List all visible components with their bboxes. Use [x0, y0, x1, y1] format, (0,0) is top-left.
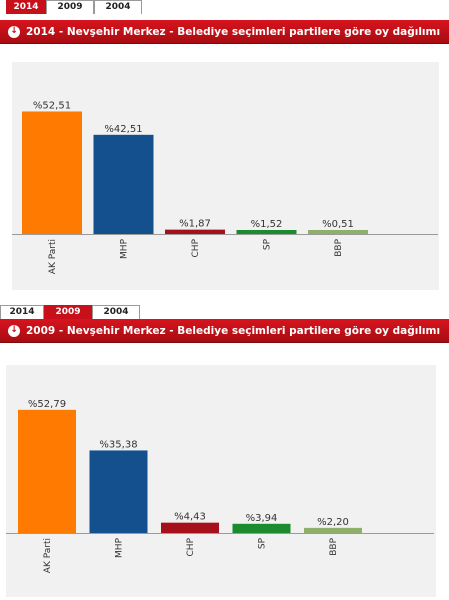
tab-2004[interactable]: 2004	[92, 305, 140, 319]
chart-area: %52,51 AK Parti %42,51 MHP %1,87 CHP %1,52 SP %0…	[12, 62, 439, 290]
chart-panel-2009: 2014 2009 2004 ↓ 2009 - Nevşehir Merkez …	[0, 305, 449, 600]
chart-title: 2014 - Nevşehir Merkez - Belediye seçiml…	[26, 25, 441, 38]
x-tick-label: SP	[263, 238, 273, 250]
x-tick-label: BBP	[334, 238, 344, 256]
x-tick-label: MHP	[115, 537, 125, 558]
tab-2009[interactable]: 2009	[46, 0, 94, 14]
bar-sp	[232, 523, 291, 533]
data-label: %42,51	[104, 124, 142, 135]
data-label: %3,94	[246, 513, 278, 524]
bar-ak-parti	[18, 409, 76, 533]
x-tick-label: CHP	[191, 238, 201, 257]
x-tick-label: AK Parti	[48, 239, 58, 274]
x-tick-label: CHP	[186, 537, 196, 556]
tab-2004[interactable]: 2004	[94, 0, 142, 14]
chevron-down-icon[interactable]: ↓	[8, 25, 20, 38]
bar-bbp	[304, 527, 362, 533]
year-tabs: 2014 2009 2004	[0, 305, 140, 319]
tab-2014[interactable]: 2014	[0, 305, 44, 319]
bar-mhp	[89, 450, 148, 533]
x-tick-label: MHP	[120, 238, 130, 259]
bar-sp	[236, 230, 297, 234]
x-tick-label: SP	[258, 537, 268, 549]
data-label: %52,51	[33, 100, 71, 111]
tab-2009[interactable]: 2009	[44, 305, 92, 319]
tab-2014[interactable]: 2014	[6, 0, 46, 14]
bar-bbp	[308, 230, 368, 234]
year-tabs: 2014 2009 2004	[6, 0, 142, 14]
bar-chp	[161, 522, 219, 533]
data-label: %35,38	[99, 439, 137, 450]
chart-area: %52,79 AK Parti %35,38 MHP %4,43 CHP %3,94 SP %2…	[6, 365, 436, 597]
bar-mhp	[93, 134, 154, 234]
chart-title: 2009 - Nevşehir Merkez - Belediye seçiml…	[26, 324, 441, 337]
data-label: %4,43	[174, 512, 206, 523]
bar-chp	[165, 229, 225, 234]
data-label: %52,79	[28, 399, 66, 410]
chevron-down-icon[interactable]: ↓	[8, 324, 20, 337]
chart-panel-2014: 2014 2009 2004 ↓ 2014 - Nevşehir Merkez …	[0, 0, 449, 290]
chart-title-bar: ↓ 2014 - Nevşehir Merkez - Belediye seçi…	[0, 20, 449, 44]
data-label: %0,51	[322, 219, 354, 230]
data-label: %1,52	[251, 219, 283, 230]
x-tick-label: BBP	[329, 537, 339, 555]
data-label: %1,87	[179, 219, 211, 230]
chart-title-bar: ↓ 2009 - Nevşehir Merkez - Belediye seçi…	[0, 319, 449, 343]
x-tick-label: AK Parti	[43, 538, 53, 573]
bar-chart: %52,79 AK Parti %35,38 MHP %4,43 CHP %3,94 SP %2…	[6, 399, 434, 573]
bar-chart: %52,51 AK Parti %42,51 MHP %1,87 CHP %1,52 SP %0…	[12, 100, 438, 274]
bar-ak-parti	[22, 111, 82, 234]
data-label: %2,20	[317, 517, 349, 528]
